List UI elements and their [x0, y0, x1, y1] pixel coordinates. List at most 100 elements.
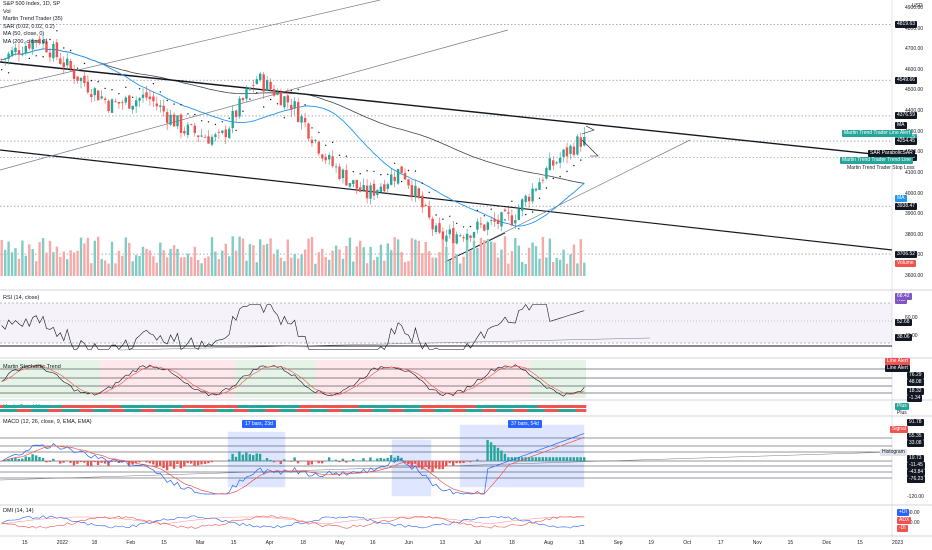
trend-mom-bar: [55, 409, 59, 412]
candle-body: [576, 136, 579, 155]
candle-body: [0, 59, 3, 60]
volume-bar: [428, 251, 431, 276]
trend-mom-bar: [317, 409, 321, 412]
trend-mom-bar: [210, 405, 214, 408]
sar-dot: [235, 129, 237, 132]
candle-body: [541, 179, 545, 181]
candle-body: [483, 224, 486, 231]
volume-bar: [583, 262, 586, 276]
macd-histogram-bar: [31, 454, 34, 461]
macd-histogram-bar: [210, 461, 214, 463]
legend-martin-trend-trader[interactable]: Martin Trend Trader (35): [3, 16, 63, 22]
candle-body: [490, 220, 493, 221]
candle-body: [190, 124, 193, 126]
trend-mom-bar: [293, 409, 297, 412]
sar-dot: [421, 182, 423, 184]
volume-bar: [365, 263, 369, 276]
candle-body: [417, 188, 420, 197]
trend-mom-bar: [579, 405, 583, 408]
volume-bar: [276, 249, 279, 276]
candle-body: [107, 100, 110, 111]
time-tick: 17: [718, 540, 724, 546]
candle-body: [41, 40, 45, 44]
trend-mom-bar: [410, 405, 414, 408]
stoch-tag: 18.32: [907, 387, 924, 395]
candle-body: [562, 149, 565, 157]
macd-histogram-bar: [24, 456, 27, 461]
candle-body: [396, 168, 400, 184]
legend-vol[interactable]: Vol: [3, 8, 11, 15]
trend-mom-bar: [534, 409, 538, 412]
sar-dot: [138, 88, 141, 90]
macd-histogram-bar: [10, 458, 14, 461]
sar-dot: [56, 30, 58, 32]
trend-mom-bar: [458, 409, 463, 412]
candle-body: [507, 212, 510, 214]
trend-mom-bar: [479, 409, 483, 412]
macd-histogram-bar: [438, 461, 441, 470]
legend-rsi[interactable]: RSI (14, close): [3, 295, 40, 301]
stoch-zone: [0, 360, 100, 398]
candle-body: [179, 114, 183, 133]
candle-body: [538, 182, 541, 190]
macd-histogram-bar: [200, 461, 203, 465]
volume-bar: [21, 240, 24, 276]
dmi-plus-line: [1, 515, 585, 529]
macd-histogram-bar: [441, 461, 444, 470]
candle-body: [369, 185, 372, 199]
macd-histogram-bar: [472, 461, 475, 462]
macd-histogram-bar: [134, 461, 138, 463]
legend-ma50[interactable]: MA (50, close, 0): [3, 31, 45, 37]
macd-histogram-bar: [317, 461, 320, 464]
candle-body: [362, 185, 365, 191]
volume-bar: [372, 260, 376, 276]
trend-mom-bar: [13, 405, 18, 408]
trend-mom-bar: [20, 409, 25, 412]
macd-histogram-bar: [362, 458, 365, 461]
legend-macd[interactable]: MACD (12, 26, close, 9, EMA, EMA): [3, 419, 92, 425]
candle-body: [4, 58, 7, 60]
legend-sar[interactable]: SAR (0.02, 0.02, 0.2): [3, 23, 55, 30]
trend-mom-bar: [524, 409, 528, 412]
trend-mom-bar: [389, 409, 394, 412]
candle-body: [510, 215, 514, 226]
trend-mom-bar: [492, 405, 497, 408]
trend-mom-bar: [106, 405, 111, 408]
candle-body: [500, 212, 503, 227]
volume-bar: [552, 262, 555, 276]
price-tag: 4254.45: [895, 137, 918, 145]
volume-bar: [155, 262, 158, 276]
trend-mom-bar: [475, 405, 480, 408]
legend-trend[interactable]: Martin Trend Mom: [3, 404, 48, 410]
macd-histogram-bar: [352, 459, 355, 461]
volume-bar: [238, 236, 241, 276]
macd-signal-line: [1, 436, 585, 495]
volume-bar: [345, 246, 348, 276]
candle-body: [476, 221, 479, 230]
macd-histogram-bar: [103, 461, 107, 464]
candle-body: [496, 219, 500, 224]
symbol-title[interactable]: S&P 500 Index, 1D, SP: [3, 1, 61, 7]
legend-stoch[interactable]: Martin Stochastic Trend: [3, 364, 61, 370]
legend-ma200[interactable]: MA (200, close, 0): [3, 38, 48, 45]
candle-body: [548, 158, 551, 170]
candle-body: [365, 185, 369, 199]
sar-dot: [21, 63, 24, 66]
trend-mom-bar: [75, 409, 80, 412]
volume-bar: [166, 257, 169, 276]
trend-mom-bar: [93, 405, 97, 408]
volume-bar: [31, 249, 34, 276]
legend-dmi[interactable]: DMI (14, 14): [3, 508, 34, 514]
macd-histogram-bar: [486, 439, 489, 461]
trend-mom-bar: [241, 405, 245, 408]
macd-histogram-bar: [507, 457, 510, 461]
macd-histogram-bar: [541, 457, 544, 461]
volume-bar: [279, 257, 283, 276]
volume-bar: [72, 252, 76, 276]
candle-body: [276, 91, 279, 95]
trend-mom-bar: [524, 405, 528, 408]
volume-bar: [558, 259, 562, 276]
volume-bar: [272, 254, 276, 276]
candle-body: [324, 156, 327, 161]
volume-bar: [548, 238, 551, 276]
